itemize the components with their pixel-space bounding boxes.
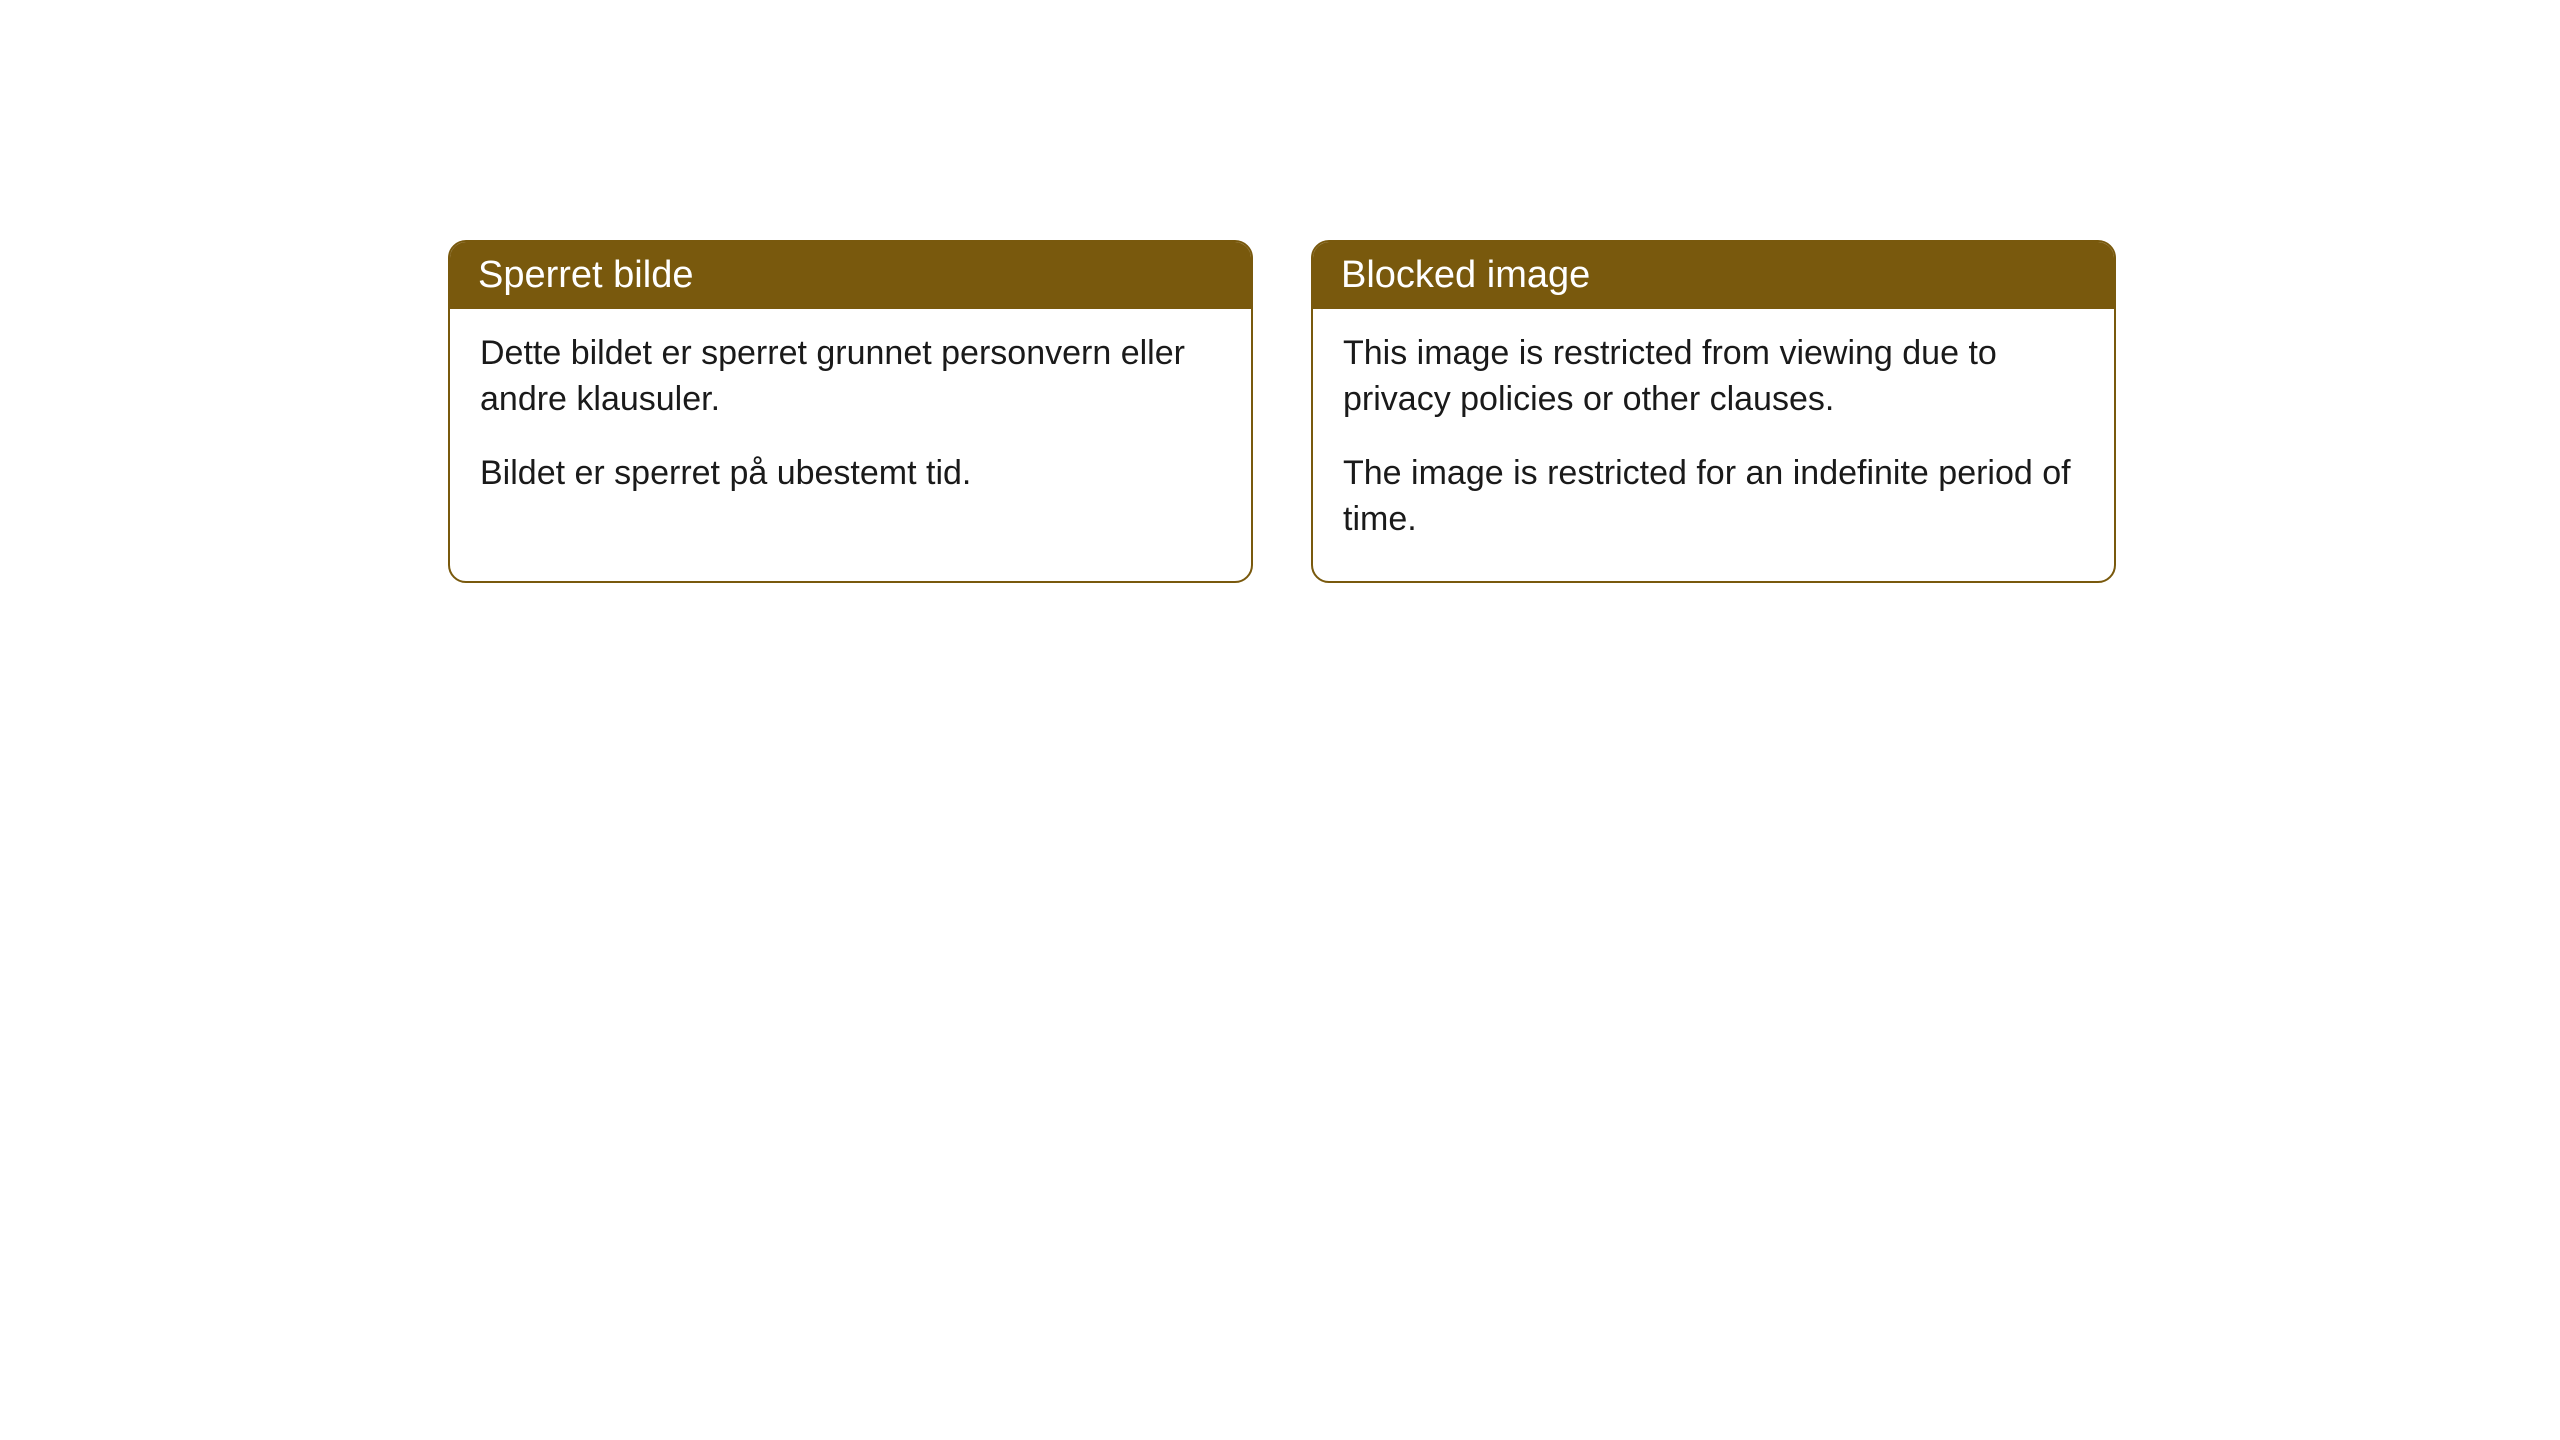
card-title: Blocked image	[1341, 254, 1590, 296]
card-text-paragraph: Bildet er sperret på ubestemt tid.	[480, 451, 1221, 497]
card-header-english: Blocked image	[1313, 242, 2114, 309]
blocked-image-card-english: Blocked image This image is restricted f…	[1311, 240, 2116, 583]
card-body-norwegian: Dette bildet er sperret grunnet personve…	[450, 309, 1251, 535]
card-header-norwegian: Sperret bilde	[450, 242, 1251, 309]
card-text-paragraph: The image is restricted for an indefinit…	[1343, 451, 2084, 543]
card-text-paragraph: This image is restricted from viewing du…	[1343, 331, 2084, 423]
card-title: Sperret bilde	[478, 254, 693, 296]
card-text-paragraph: Dette bildet er sperret grunnet personve…	[480, 331, 1221, 423]
notice-cards-container: Sperret bilde Dette bildet er sperret gr…	[448, 240, 2116, 583]
card-body-english: This image is restricted from viewing du…	[1313, 309, 2114, 581]
blocked-image-card-norwegian: Sperret bilde Dette bildet er sperret gr…	[448, 240, 1253, 583]
